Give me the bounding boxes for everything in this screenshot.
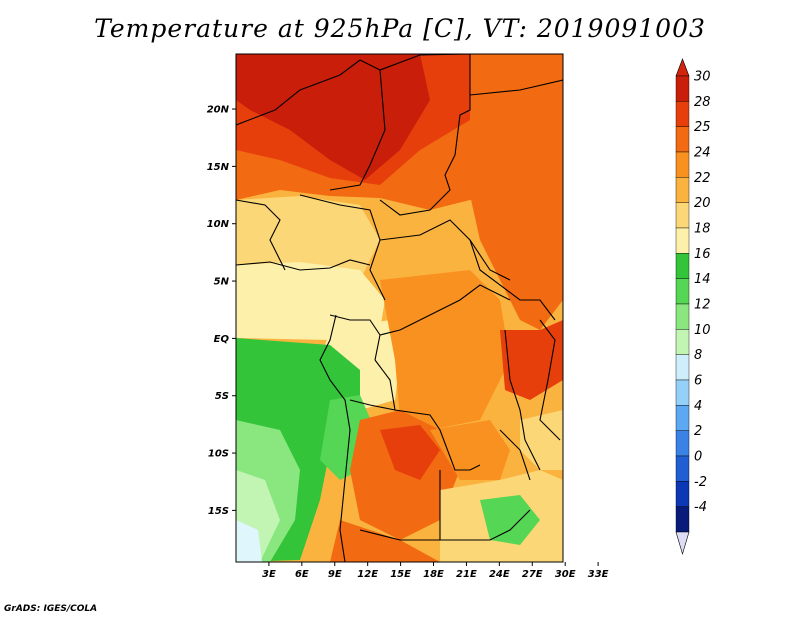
latitude-axis: 20N 15N 10N 5N EQ 5S 10S 15S — [207, 105, 236, 517]
colorbar-segment — [675, 126, 690, 153]
grads-credit: GrADS: IGES/COLA — [4, 604, 98, 614]
colorbar-label: 20 — [694, 196, 711, 211]
map-frame — [235, 53, 564, 563]
colorbar-segment — [675, 202, 690, 229]
colorbar-segment — [675, 253, 690, 279]
colorbar-top-arrow — [675, 58, 690, 77]
colorbar-label: 4 — [694, 399, 702, 414]
colorbar-segment — [675, 354, 690, 381]
colorbar-segment — [675, 481, 690, 507]
colorbar-label: 28 — [694, 95, 711, 110]
lat-label: 10N — [207, 219, 230, 230]
colorbar-segment — [675, 303, 690, 330]
lon-label: 21E — [456, 569, 477, 580]
colorbar-segment — [675, 405, 690, 431]
longitude-axis: 3E 6E 9E 12E 15E 18E 21E 24E 27E 30E 33E — [262, 562, 609, 580]
lon-label: 12E — [357, 569, 378, 580]
colorbar-label: 12 — [694, 298, 711, 313]
lat-label: 5N — [214, 277, 230, 288]
lat-label: EQ — [214, 334, 230, 345]
chart-title: Temperature at 925hPa [C], VT: 201909100… — [94, 14, 706, 43]
colorbar-segment — [675, 430, 690, 457]
lon-label: 33E — [588, 569, 609, 580]
colorbar-label: -4 — [694, 500, 707, 515]
colorbar-label: 18 — [694, 222, 711, 237]
colorbar-label: 10 — [694, 323, 711, 338]
colorbar-segment — [675, 227, 690, 254]
lon-label: 6E — [295, 569, 309, 580]
colorbar-label: 8 — [694, 348, 702, 363]
lon-label: 30E — [555, 569, 576, 580]
colorbar-label: 6 — [694, 374, 702, 389]
colorbar-segment — [675, 101, 690, 127]
colorbar-label: 14 — [694, 272, 711, 287]
lon-label: 3E — [262, 569, 276, 580]
colorbar-label: 22 — [694, 171, 711, 186]
colorbar-segment — [675, 506, 690, 533]
colorbar-label: -2 — [694, 475, 707, 490]
colorbar-segment — [675, 329, 690, 355]
lat-label: 15S — [208, 506, 229, 517]
colorbar-label: 25 — [694, 120, 711, 135]
lon-label: 24E — [489, 569, 510, 580]
colorbar-label: 2 — [694, 424, 702, 439]
lon-label: 18E — [423, 569, 444, 580]
lon-label: 9E — [328, 569, 342, 580]
colorbar-bottom-arrow — [675, 531, 690, 556]
colorbar-label: 0 — [694, 450, 702, 465]
colorbar-segment — [675, 278, 690, 305]
colorbar-label: 24 — [694, 146, 711, 161]
lat-label: 20N — [207, 105, 230, 116]
colorbar-segment — [675, 379, 690, 406]
colorbar-label: 30 — [694, 70, 711, 85]
lat-label: 10S — [208, 449, 229, 460]
colorbar-segment — [675, 455, 690, 482]
colorbar-segment — [675, 177, 690, 203]
temperature-field — [236, 54, 563, 562]
lon-label: 15E — [390, 569, 411, 580]
colorbar-label: 16 — [694, 247, 711, 262]
colorbar-segment — [675, 151, 690, 178]
lat-label: 15N — [207, 162, 230, 173]
colorbar-segment — [675, 75, 690, 102]
country-borders — [236, 54, 563, 562]
lon-label: 27E — [522, 569, 543, 580]
lat-label: 5S — [215, 391, 229, 402]
